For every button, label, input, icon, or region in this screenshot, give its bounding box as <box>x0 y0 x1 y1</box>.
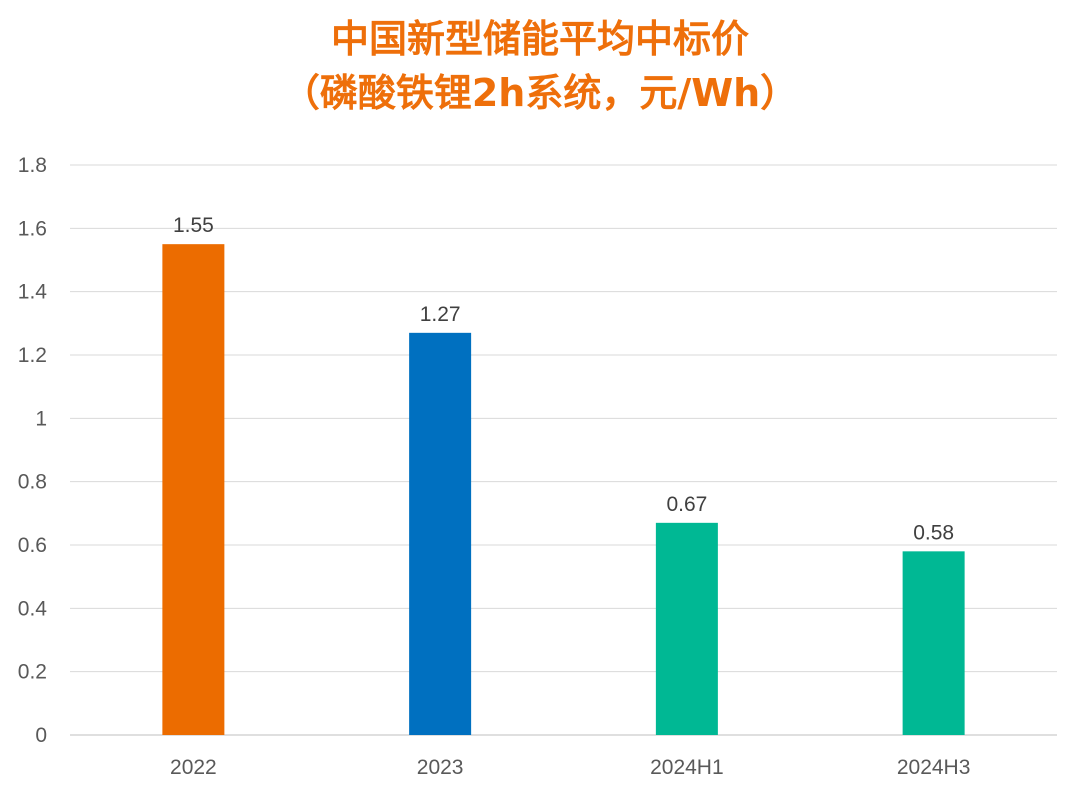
y-tick-label: 0.4 <box>18 597 48 620</box>
chart-subtitle: （磷酸铁锂2h系统，元/Wh） <box>281 71 799 115</box>
y-tick-label: 1.2 <box>18 344 47 367</box>
y-tick-label: 0.8 <box>18 471 47 494</box>
bars <box>162 244 965 735</box>
bar-2024H3 <box>902 551 965 735</box>
data-label: 1.27 <box>420 303 461 326</box>
bar-2022 <box>162 244 225 735</box>
y-tick-label: 1.8 <box>18 154 47 177</box>
data-labels: 1.55 1.27 0.67 0.58 <box>173 214 954 544</box>
y-axis-tick-labels: 0 0.2 0.4 0.6 0.8 1 1.2 1.4 1.6 1.8 <box>18 154 48 747</box>
gridlines <box>70 164 1057 736</box>
data-label: 1.55 <box>173 214 214 237</box>
bar-2023 <box>409 332 472 735</box>
chart-title: 中国新型储能平均中标价 <box>330 17 749 61</box>
y-tick-label: 0.6 <box>18 534 47 557</box>
x-category-label: 2022 <box>170 756 217 779</box>
x-axis-category-labels: 2022 2023 2024H1 2024H3 <box>170 756 970 779</box>
x-category-label: 2024H3 <box>897 756 971 779</box>
y-tick-label: 1 <box>35 407 47 430</box>
y-tick-label: 0 <box>35 724 47 747</box>
x-category-label: 2023 <box>417 756 464 779</box>
chart-title-block: 中国新型储能平均中标价 （磷酸铁锂2h系统，元/Wh） <box>0 12 1080 120</box>
y-tick-label: 0.2 <box>18 661 47 684</box>
x-category-label: 2024H1 <box>650 756 724 779</box>
data-label: 0.58 <box>913 521 954 544</box>
data-label: 0.67 <box>666 493 707 516</box>
y-tick-label: 1.6 <box>18 217 47 240</box>
y-tick-label: 1.4 <box>18 281 48 304</box>
bar-2024H1 <box>655 522 718 735</box>
